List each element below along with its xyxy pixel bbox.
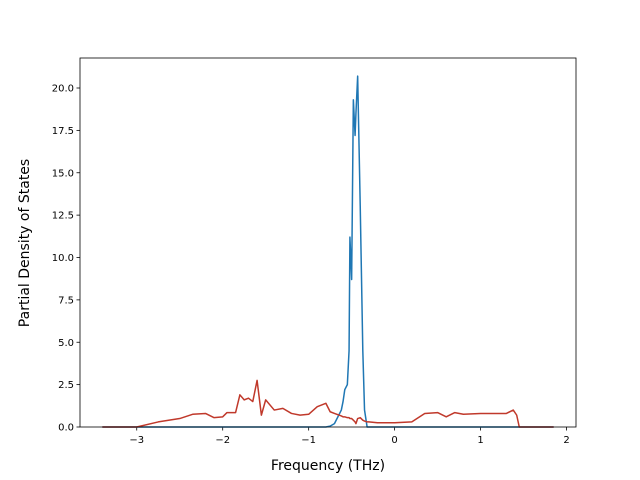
series-line [102,75,554,428]
y-tick-label: 10.0 [52,253,74,264]
y-tick-label: 12.5 [52,211,74,222]
x-tick-label: 0 [391,435,397,446]
plot-frame [79,57,577,428]
y-tick-label: 17.5 [52,126,74,137]
series-line [102,379,554,428]
x-tick-label: −3 [129,435,144,446]
y-tick-label: 20.0 [52,84,74,95]
x-axis-label: Frequency (THz) [271,458,385,474]
x-tick-label: −2 [215,435,230,446]
x-tick-label: −1 [301,435,316,446]
y-tick-label: 2.5 [58,380,74,391]
y-tick-label: 7.5 [58,295,74,306]
y-axis-label: Partial Density of States [17,159,33,327]
x-tick-label: 1 [477,435,483,446]
x-tick-label: 2 [563,435,569,446]
y-tick-label: 0.0 [58,423,74,434]
y-tick-label: 5.0 [58,338,74,349]
y-tick-label: 15.0 [52,168,74,179]
